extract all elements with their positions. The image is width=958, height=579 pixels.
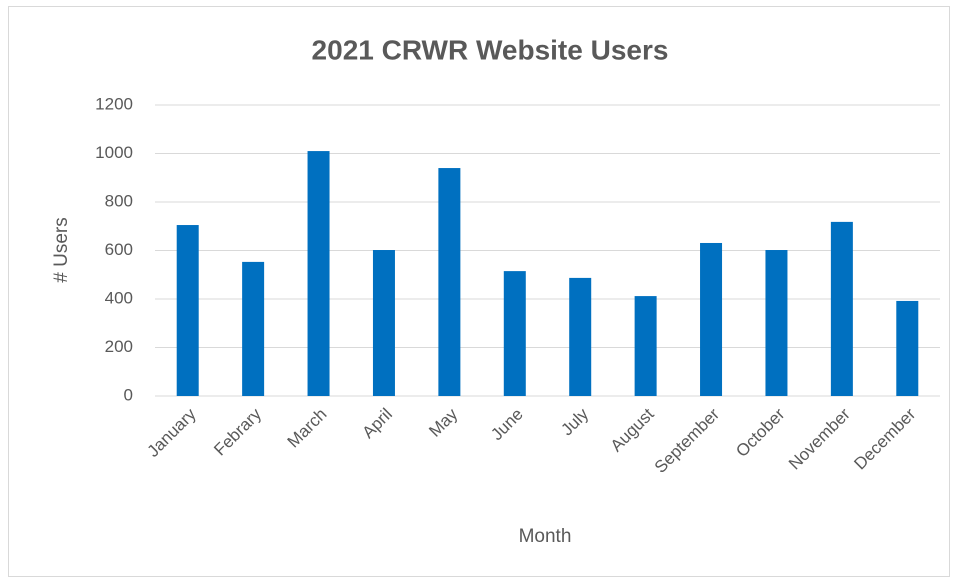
chart-frame xyxy=(8,6,950,577)
bar xyxy=(700,242,723,396)
bar xyxy=(569,277,592,396)
bar xyxy=(634,296,657,396)
y-tick-label: 1000 xyxy=(95,143,133,162)
y-tick-label: 400 xyxy=(105,288,133,307)
y-tick-label: 600 xyxy=(105,240,133,259)
bar xyxy=(176,225,199,396)
bar xyxy=(830,221,853,396)
bar xyxy=(242,261,265,396)
y-tick-label: 1200 xyxy=(95,94,133,113)
y-tick-label: 200 xyxy=(105,337,133,356)
bar xyxy=(307,151,330,396)
bar xyxy=(765,250,788,396)
y-tick-label: 800 xyxy=(105,191,133,210)
bar xyxy=(372,250,395,396)
x-axis-label: Month xyxy=(519,526,572,547)
bar xyxy=(896,300,919,396)
bar xyxy=(438,168,461,396)
bar xyxy=(503,271,526,396)
chart-title: 2021 CRWR Website Users xyxy=(312,34,669,65)
y-tick-label: 0 xyxy=(124,385,133,404)
y-axis-label: # Users xyxy=(51,217,72,282)
